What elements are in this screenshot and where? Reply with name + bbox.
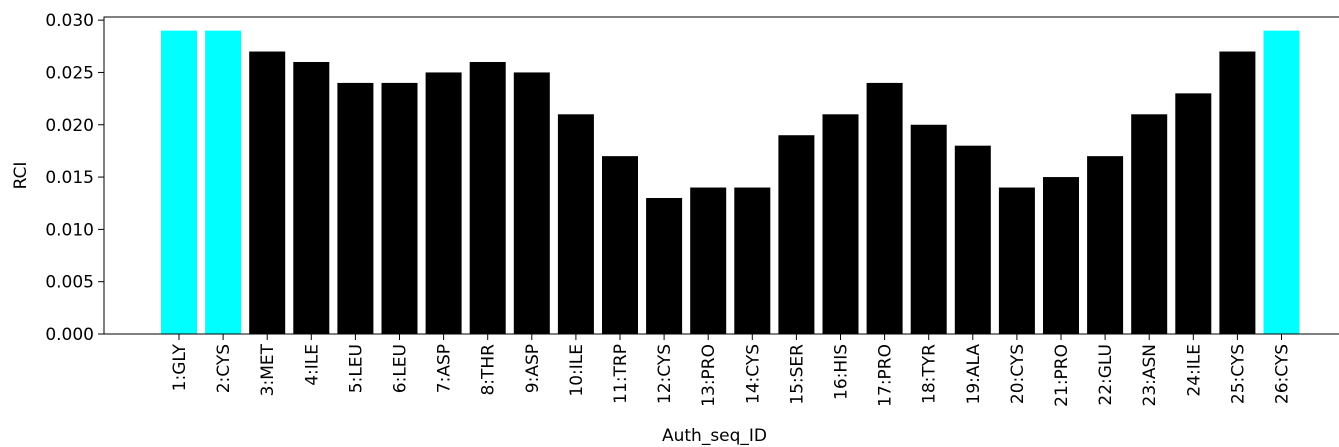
x-tick-label-20: 20:CYS: [1008, 344, 1028, 404]
y-tick-label-3: 0.015: [45, 168, 94, 188]
bar-24: [1175, 93, 1212, 334]
bar-25: [1219, 51, 1256, 335]
x-tick-label-7: 7:ASP: [435, 344, 455, 393]
x-tick-label-24: 24:ILE: [1184, 344, 1204, 397]
y-tick-label-2: 0.010: [45, 220, 94, 240]
y-tick-label-0: 0.000: [45, 325, 94, 345]
x-tick-label-26: 26:CYS: [1273, 344, 1293, 404]
bar-15: [778, 135, 815, 334]
x-tick-label-18: 18:TYR: [920, 344, 940, 404]
bar-2: [205, 30, 242, 335]
x-axis-label: Auth_seq_ID: [662, 426, 767, 446]
bar-14: [734, 187, 771, 334]
bar-8: [469, 61, 506, 335]
bar-7: [425, 72, 462, 334]
bar-26: [1263, 30, 1300, 335]
x-tick-label-21: 21:PRO: [1052, 344, 1072, 407]
y-tick-label-1: 0.005: [45, 273, 94, 293]
bar-9: [513, 72, 550, 334]
bar-19: [954, 145, 991, 334]
x-tick-label-4: 4:ILE: [302, 344, 322, 386]
x-tick-label-14: 14:CYS: [743, 344, 763, 404]
x-tick-label-11: 11:TRP: [611, 344, 631, 404]
bar-21: [1043, 177, 1079, 334]
x-tick-label-22: 22:GLU: [1096, 344, 1116, 406]
bar-12: [646, 197, 683, 334]
x-tick-label-1: 1:GLY: [170, 343, 190, 391]
x-tick-label-13: 13:PRO: [699, 344, 719, 407]
bar-13: [690, 187, 727, 334]
x-tick-label-16: 16:HIS: [832, 344, 852, 400]
bar-10: [557, 114, 594, 334]
x-tick-label-8: 8:THR: [479, 344, 499, 396]
x-tick-label-5: 5:LEU: [346, 344, 366, 393]
y-axis: 0.000 0.005 0.010 0.015 0.020 0.025 0.030: [45, 11, 104, 345]
bar-20: [998, 187, 1035, 334]
y-axis-label: RCI: [11, 162, 31, 190]
x-tick-label-6: 6:LEU: [391, 344, 411, 393]
x-tick-label-3: 3:MET: [258, 343, 278, 396]
bar-18: [910, 124, 947, 334]
bar-11: [602, 156, 638, 334]
bar-23: [1131, 114, 1168, 334]
x-tick-label-12: 12:CYS: [655, 344, 675, 404]
x-tick-label-10: 10:ILE: [567, 344, 587, 397]
y-tick-label-5: 0.025: [45, 63, 94, 83]
x-tick-label-2: 2:CYS: [214, 344, 234, 393]
bar-16: [822, 114, 859, 334]
x-axis: 1:GLY 2:CYS 3:MET 4:ILE 5:LEU 6:LEU 7:ASP 8:THR…: [170, 334, 1293, 407]
bar-3: [249, 51, 286, 335]
bar-17: [866, 82, 903, 334]
bar-4: [293, 61, 330, 335]
x-tick-label-23: 23:ASN: [1140, 344, 1160, 407]
bars-group: [161, 30, 1300, 335]
bar-22: [1087, 156, 1124, 334]
plot-frame: [103, 16, 1339, 335]
y-tick-label-4: 0.020: [45, 116, 94, 136]
x-tick-label-15: 15:SER: [787, 344, 807, 405]
x-tick-label-19: 19:ALA: [964, 344, 984, 405]
bar-5: [337, 82, 374, 334]
bar-6: [381, 82, 418, 334]
x-tick-label-9: 9:ASP: [523, 344, 543, 393]
x-tick-label-25: 25:CYS: [1228, 344, 1248, 404]
x-tick-label-17: 17:PRO: [876, 344, 896, 407]
bar-1: [161, 30, 197, 335]
y-tick-label-6: 0.030: [45, 11, 94, 31]
